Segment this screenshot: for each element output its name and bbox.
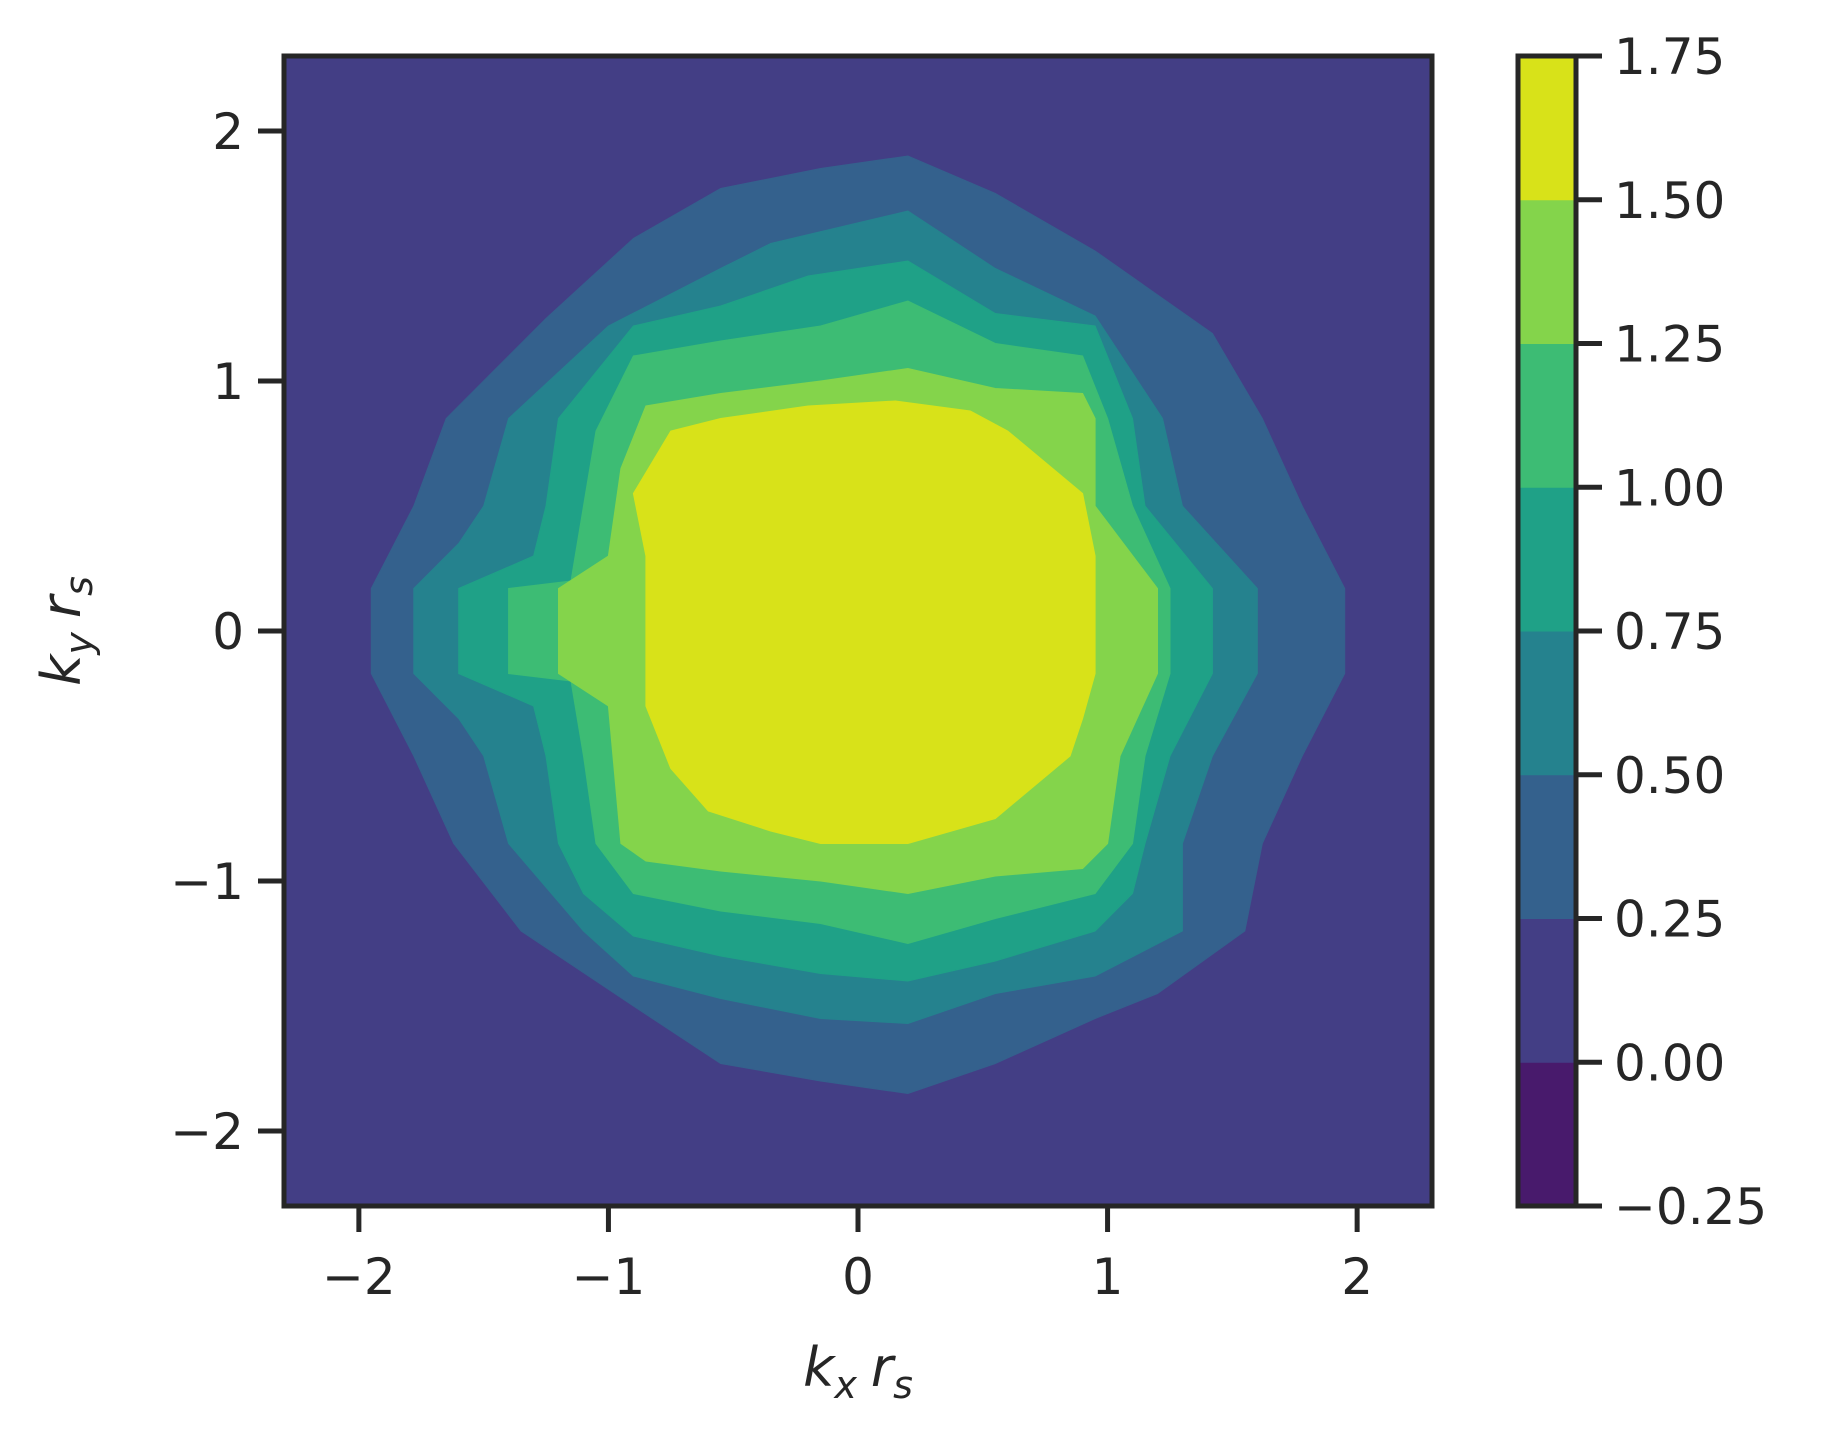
colorbar-band — [1518, 487, 1576, 632]
colorbar-band — [1518, 56, 1576, 201]
colorbar-tick-label: 0.25 — [1614, 891, 1725, 949]
y-label-k: k — [30, 652, 93, 686]
y-label-sub-s: s — [57, 576, 101, 596]
x-tick-label: 0 — [842, 1248, 874, 1306]
y-label-r: r — [30, 593, 93, 618]
colorbar-tick-label: −0.25 — [1614, 1178, 1767, 1236]
colorbar-tick-label: 1.00 — [1614, 459, 1725, 517]
colorbar-tick-label: 0.75 — [1614, 603, 1725, 661]
y-axis-label: kyrs — [30, 576, 101, 686]
y-axis: −2 −1 0 1 2 — [170, 103, 284, 1161]
x-axis: −2 −1 0 1 2 — [322, 1206, 1373, 1306]
contour-band-5 — [632, 400, 1096, 844]
y-label-sub-y: y — [57, 632, 101, 656]
colorbar-tick-label: 1.75 — [1614, 28, 1725, 86]
x-label-sub-x: x — [833, 1363, 857, 1407]
x-tick-label: −1 — [572, 1248, 646, 1306]
colorbar-band — [1518, 343, 1576, 488]
colorbar-band — [1518, 1062, 1576, 1207]
colorbar-tick-label: 1.50 — [1614, 172, 1725, 230]
y-tick-label: −1 — [170, 853, 244, 911]
colorbar-tick-label: 0.00 — [1614, 1034, 1725, 1092]
plot-area — [284, 56, 1432, 1206]
colorbar: −0.25 0.00 0.25 0.50 0.75 1.00 1.25 1.50 1.75 — [1515, 28, 1767, 1236]
colorbar-band — [1518, 631, 1576, 776]
colorbar-band — [1518, 918, 1576, 1063]
y-tick-label: −2 — [170, 1103, 244, 1161]
colorbar-ticks: −0.25 0.00 0.25 0.50 0.75 1.00 1.25 1.50 1.75 — [1576, 28, 1767, 1236]
colorbar-tick-label: 1.25 — [1614, 316, 1725, 374]
x-label-sub-s: s — [893, 1363, 913, 1407]
y-tick-label: 0 — [212, 603, 244, 661]
x-label-k: k — [803, 1336, 837, 1399]
colorbar-bands — [1518, 56, 1576, 1207]
x-tick-label: −2 — [322, 1248, 396, 1306]
x-tick-label: 2 — [1341, 1248, 1373, 1306]
x-tick-label: 1 — [1092, 1248, 1124, 1306]
y-tick-label: 2 — [212, 103, 244, 161]
x-label-r: r — [871, 1336, 896, 1399]
contour-fills — [370, 155, 1346, 1095]
colorbar-tick-label: 0.50 — [1614, 747, 1725, 805]
colorbar-band — [1518, 199, 1576, 344]
x-axis-label: kx rs — [803, 1336, 913, 1407]
colorbar-band — [1518, 774, 1576, 919]
y-tick-label: 1 — [212, 353, 244, 411]
